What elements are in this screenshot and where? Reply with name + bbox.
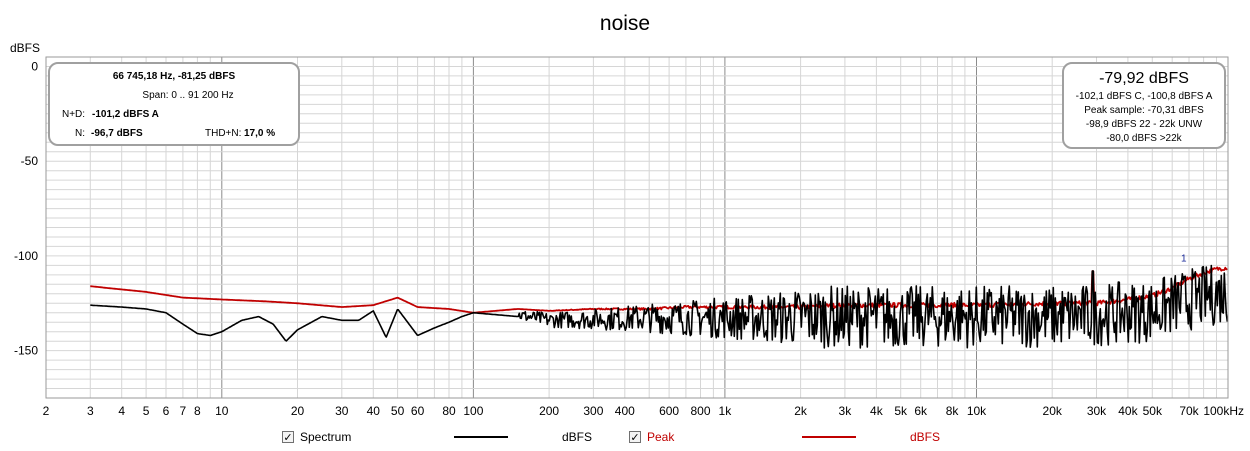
peak-unit-text: dBFS bbox=[910, 430, 941, 444]
x-tick-label: 7 bbox=[180, 404, 187, 418]
spectrum-swatch bbox=[454, 436, 508, 438]
series-group: 1 bbox=[90, 254, 1229, 349]
x-tick-label: 800 bbox=[690, 404, 710, 418]
series-spectrum-line bbox=[90, 264, 1229, 349]
plot-border bbox=[45, 56, 1229, 399]
x-tick-label: 600 bbox=[659, 404, 679, 418]
weighted-levels: -102,1 dBFS C, -100,8 dBFS A bbox=[1076, 91, 1213, 102]
cursor-readout: 66 745,18 Hz, -81,25 dBFS bbox=[113, 71, 236, 82]
peak-swatch bbox=[802, 436, 856, 438]
x-tick-label: 4 bbox=[118, 404, 125, 418]
nd-value: -101,2 dBFS A bbox=[92, 109, 159, 120]
x-tick-label: 5k bbox=[894, 404, 908, 418]
peak-sample: Peak sample: -70,31 dBFS bbox=[1084, 105, 1204, 116]
marker-label: 1 bbox=[1181, 254, 1187, 265]
peak-label: Peak bbox=[647, 430, 675, 444]
y-tick-label: 0 bbox=[31, 60, 38, 74]
x-tick-label: 10 bbox=[215, 404, 229, 418]
x-tick-label: 50k bbox=[1143, 404, 1163, 418]
x-tick-label: 2k bbox=[794, 404, 808, 418]
spectrum-checkbox[interactable]: ✓ bbox=[282, 431, 294, 444]
x-tick-label: 8 bbox=[194, 404, 201, 418]
peak-checkbox[interactable]: ✓ bbox=[629, 431, 641, 444]
info-box-right[interactable]: -79,92 dBFS -102,1 dBFS C, -100,8 dBFS A… bbox=[1062, 62, 1226, 149]
x-tick-label: 70k bbox=[1179, 404, 1199, 418]
chart-title: noise bbox=[600, 12, 650, 35]
legend-spectrum[interactable]: ✓ Spectrum bbox=[282, 428, 351, 446]
total-level: -79,92 dBFS bbox=[1099, 70, 1189, 87]
x-tick-label: 100kHz bbox=[1203, 404, 1244, 418]
legend-peak[interactable]: ✓ Peak bbox=[629, 428, 674, 446]
x-tick-label: 8k bbox=[946, 404, 960, 418]
x-tick-label: 400 bbox=[615, 404, 635, 418]
y-tick-labels: 0 -50 -100 -150 bbox=[14, 60, 38, 358]
thd-value: 17,0 % bbox=[244, 128, 275, 139]
x-tick-label: 6k bbox=[914, 404, 928, 418]
x-tick-label: 200 bbox=[539, 404, 559, 418]
x-tick-label: 3k bbox=[839, 404, 853, 418]
x-tick-label: 40k bbox=[1118, 404, 1138, 418]
n-value: -96,7 dBFS bbox=[91, 128, 143, 139]
y-axis-label: dBFS bbox=[10, 41, 40, 55]
above-22k-level: -80,0 dBFS >22k bbox=[1106, 133, 1182, 144]
y-tick-label: -50 bbox=[21, 154, 39, 168]
series-peak-line bbox=[90, 266, 1228, 314]
y-tick-label: -150 bbox=[14, 344, 38, 358]
unweighted-level: -98,9 dBFS 22 - 22k UNW bbox=[1086, 119, 1203, 130]
x-tick-label: 3 bbox=[87, 404, 94, 418]
peak-unit: dBFS bbox=[910, 428, 940, 446]
x-tick-label: 60 bbox=[411, 404, 425, 418]
x-tick-label: 50 bbox=[391, 404, 405, 418]
x-tick-label: 6 bbox=[163, 404, 170, 418]
x-tick-label: 30k bbox=[1087, 404, 1107, 418]
x-tick-label: 5 bbox=[143, 404, 150, 418]
nd-label: N+D: bbox=[62, 109, 85, 120]
thd-label: THD+N: bbox=[205, 128, 241, 139]
spectrum-unit-text: dBFS bbox=[562, 430, 593, 444]
x-tick-label: 20k bbox=[1043, 404, 1063, 418]
n-label: N: bbox=[75, 128, 85, 139]
y-tick-label: -100 bbox=[14, 249, 38, 263]
x-tick-label: 300 bbox=[583, 404, 603, 418]
x-tick-label: 10k bbox=[967, 404, 987, 418]
x-tick-label: 40 bbox=[367, 404, 381, 418]
x-tick-label: 20 bbox=[291, 404, 305, 418]
x-tick-label: 2 bbox=[43, 404, 50, 418]
spectrum-label: Spectrum bbox=[300, 430, 352, 444]
x-tick-label: 30 bbox=[335, 404, 349, 418]
x-tick-label: 80 bbox=[442, 404, 456, 418]
x-tick-labels: 2 3 4 5 6 7 8 10 20 30 40 50 60 80 100 200 300 400 600 800 1… bbox=[43, 404, 1244, 418]
x-tick-label: 100 bbox=[463, 404, 483, 418]
x-tick-label: 1k bbox=[719, 404, 733, 418]
span-readout: Span: 0 .. 91 200 Hz bbox=[142, 90, 233, 101]
info-box-left[interactable]: 66 745,18 Hz, -81,25 dBFS Span: 0 .. 91 … bbox=[48, 62, 300, 146]
x-tick-label: 4k bbox=[870, 404, 884, 418]
spectrum-unit: dBFS bbox=[562, 428, 592, 446]
